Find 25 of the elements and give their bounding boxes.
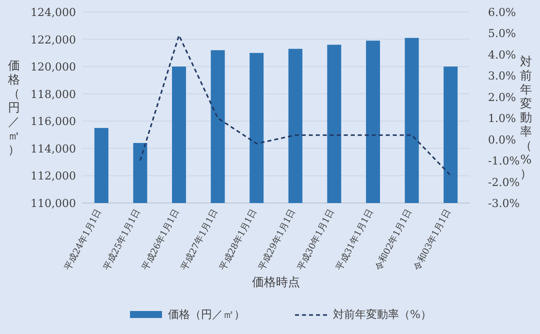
y-tick-label: 122,000 [30, 33, 76, 46]
y-tick-label: 114,000 [30, 142, 76, 156]
y-tick-label: 124,000 [30, 6, 76, 19]
x-axis-title: 価格時点 [252, 275, 300, 289]
line-series [139, 34, 452, 176]
y2-tick-label: 4.0% [488, 48, 516, 62]
text: 対前年変動率（%） [520, 54, 532, 180]
y-tick-label: 116,000 [30, 115, 76, 128]
y-axis-title: 価格（円／㎡） [7, 58, 20, 156]
y2-tick-label: 3.0% [488, 70, 516, 83]
legend-label: 価格（円／㎡） [168, 308, 245, 321]
y2-tick-label: 6.0% [488, 6, 516, 19]
legend-label: 対前年変動率（%） [333, 308, 432, 321]
y2-tick-label: -3.0% [488, 197, 520, 210]
y-tick-label: 120,000 [30, 60, 76, 74]
y2-tick-label: 1.0% [488, 112, 516, 126]
y2-tick-label: -1.0% [488, 154, 520, 168]
x-tick-label: 令和03年1月1日 [412, 207, 454, 272]
y-tick-label: 112,000 [30, 170, 76, 183]
y2-tick-label: 2.0% [488, 90, 516, 104]
y-tick-label: 118,000 [30, 88, 76, 101]
y2-tick-label: 5.0% [488, 27, 516, 40]
y-tick-label: 110,000 [30, 197, 76, 210]
y2-tick-label: 0.0% [488, 133, 516, 146]
y2-tick-label: -2.0% [488, 176, 520, 189]
